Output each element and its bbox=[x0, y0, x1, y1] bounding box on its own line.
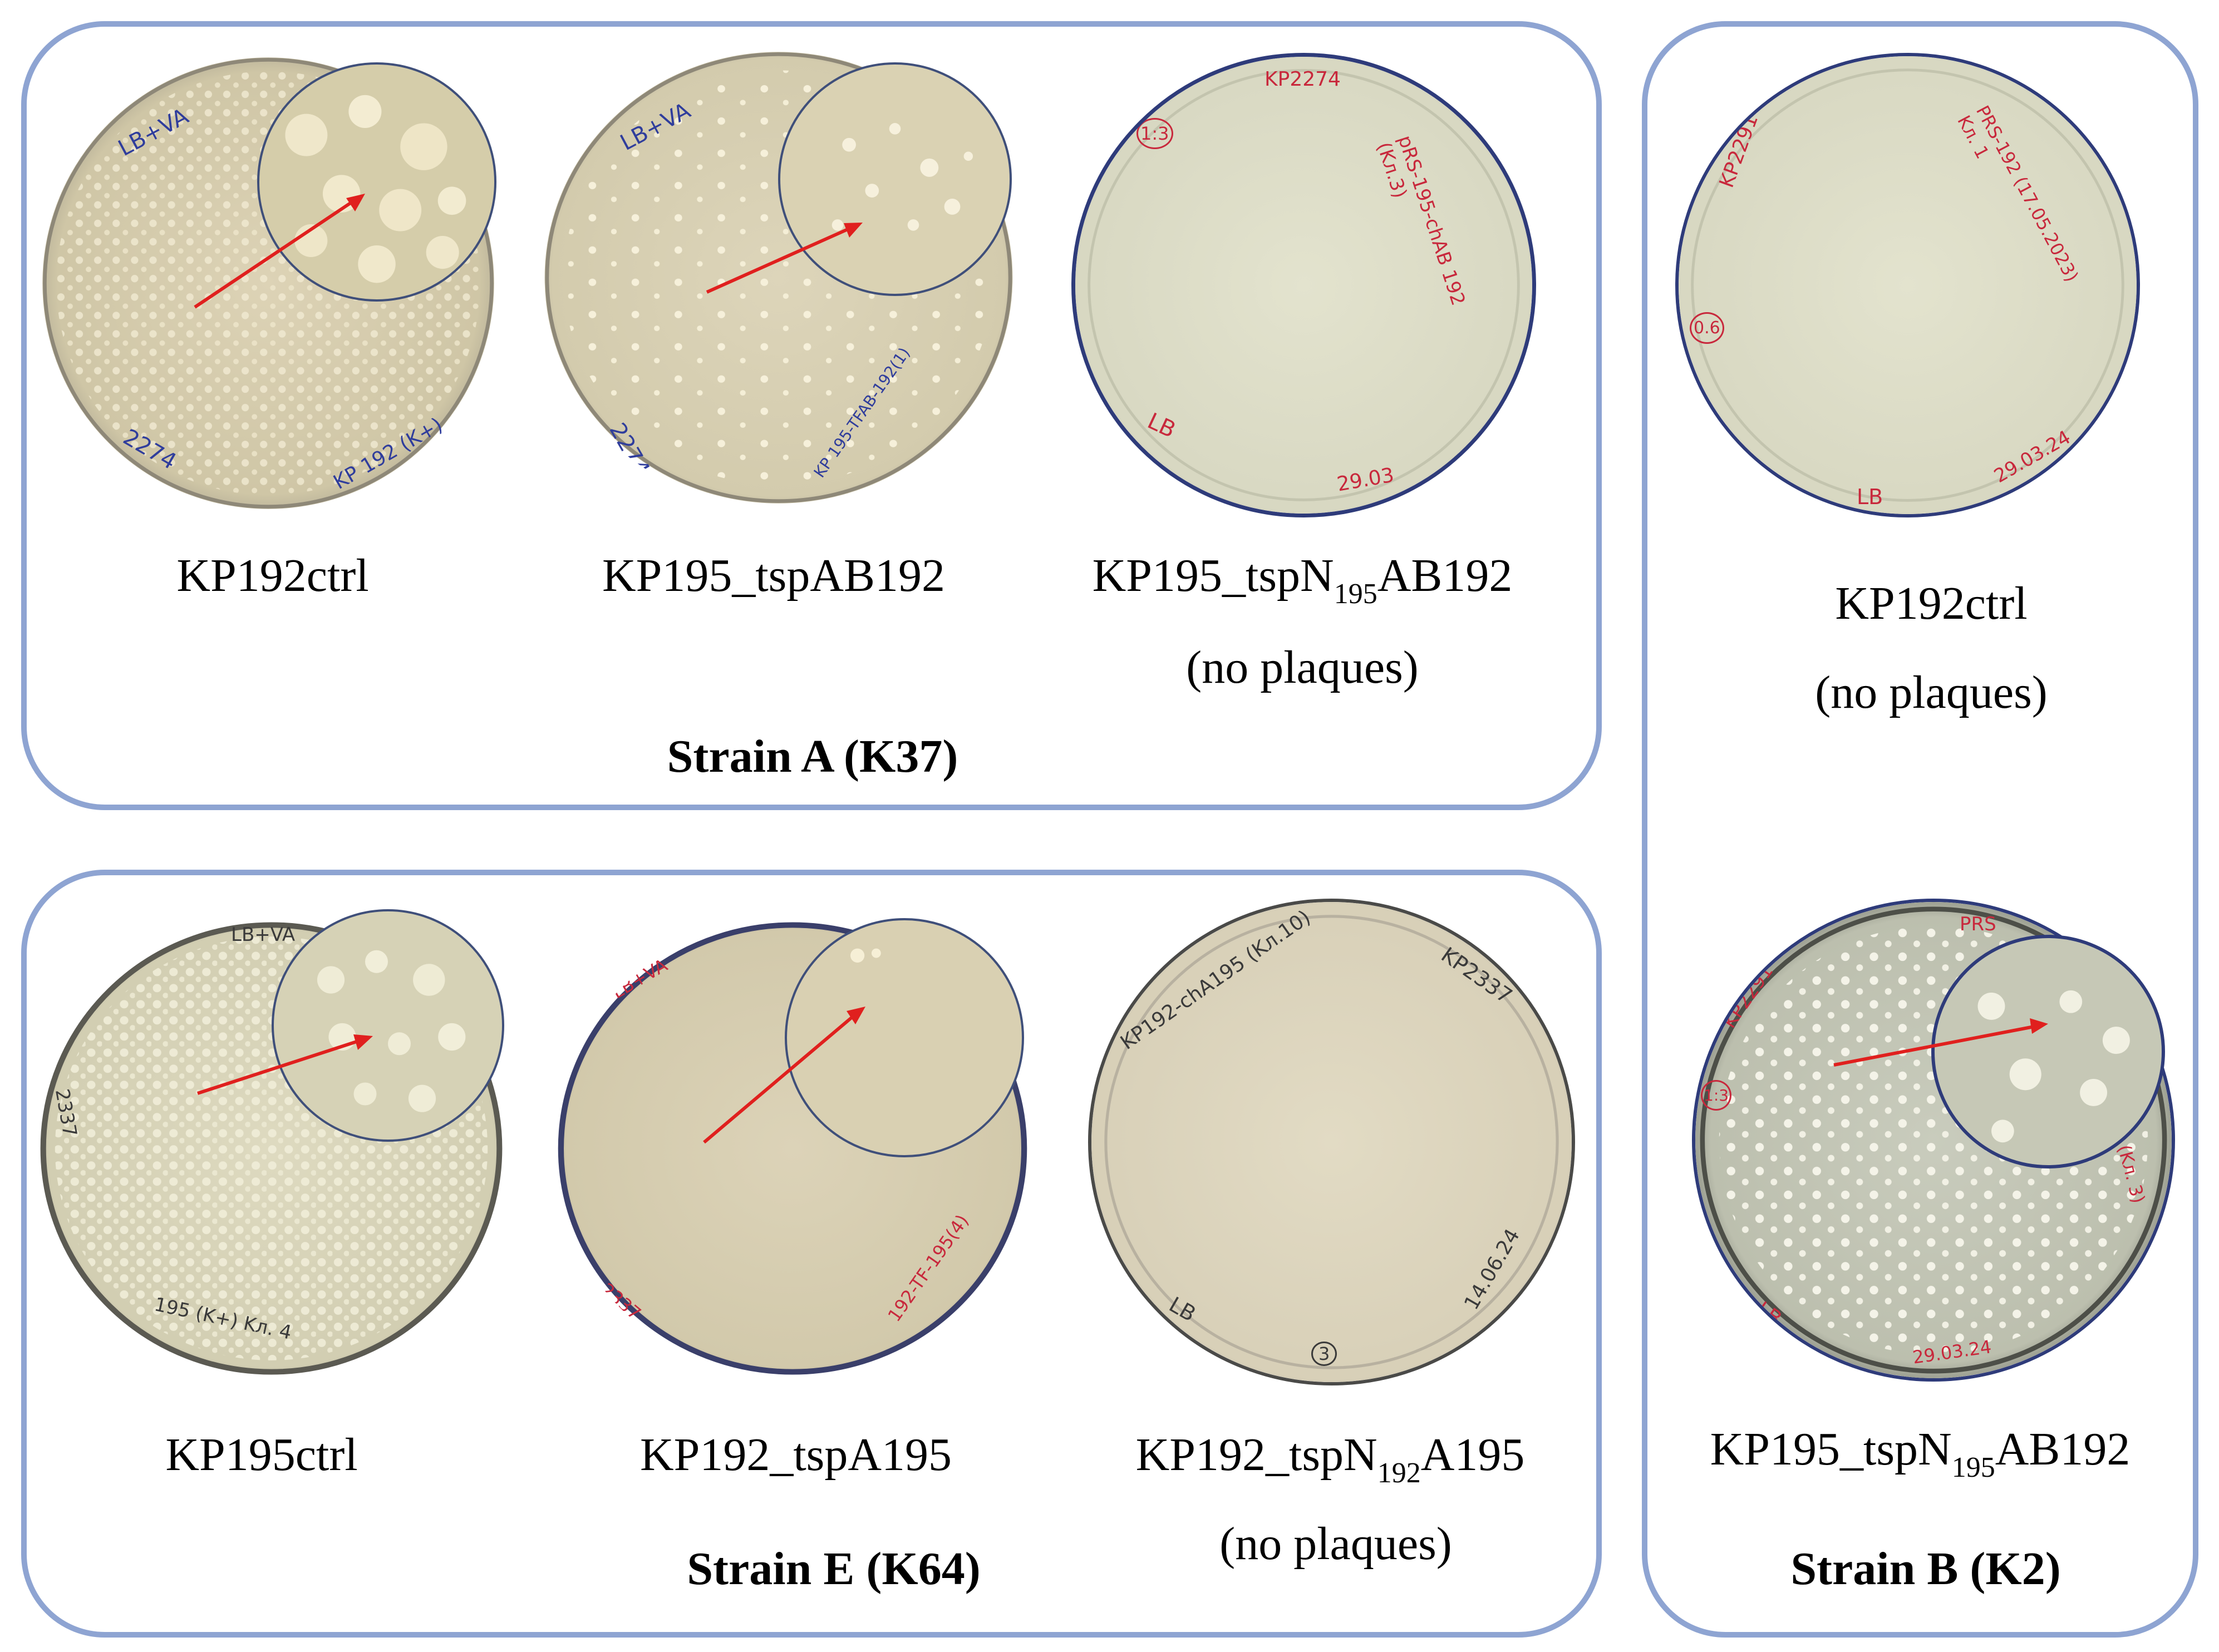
zoom-inset-a1 bbox=[257, 62, 496, 302]
plate-a3-image: KP2274 1:3 pRS-195-chAB 192 (Kл.3) LB 29… bbox=[1071, 53, 1536, 517]
plate-a3-drawing bbox=[1075, 57, 1532, 514]
caption-e2: KP192_tspA195 bbox=[639, 1429, 952, 1481]
plate-label: 3 bbox=[1311, 1342, 1337, 1366]
plate-b1-image: KP2291 PRS-192 (17.05.2023) Kл. 1 0.6 LB… bbox=[1675, 53, 2140, 517]
arrow-a1 bbox=[194, 194, 365, 309]
caption-b2-main: KP195_tspN bbox=[1710, 1423, 1952, 1475]
caption-b2-sub: 195 bbox=[1951, 1452, 1995, 1483]
plate-label: PRS bbox=[1960, 913, 1996, 935]
plate-e3-image: KP192-chA195 (Kл.10) KP2337 LB 3 14.06.2… bbox=[1088, 899, 1575, 1385]
zoom-inset-e1-drawing bbox=[317, 950, 466, 1112]
caption-a3-sub: 195 bbox=[1334, 578, 1377, 610]
panel-strain-b bbox=[1642, 21, 2198, 1638]
plate-e3-drawing bbox=[1091, 902, 1572, 1382]
plate-label: 1:3 bbox=[1136, 118, 1173, 149]
plate-label: LB bbox=[1857, 485, 1883, 509]
caption-e3: KP192_tspN192A195 bbox=[1074, 1429, 1586, 1488]
strain-e-title: Strain E (K64) bbox=[687, 1543, 981, 1595]
zoom-inset-e2 bbox=[785, 918, 1024, 1157]
panel-strain-a bbox=[21, 21, 1602, 810]
caption-a3-main: KP195_tspN bbox=[1092, 550, 1334, 601]
caption-e1: KP195ctrl bbox=[165, 1429, 358, 1481]
arrow-e2 bbox=[703, 1007, 865, 1144]
caption-b2: KP195_tspN195AB192 bbox=[1664, 1423, 2176, 1482]
plate-label: 1:3 bbox=[1701, 1080, 1732, 1111]
caption-a3: KP195_tspN195AB192 bbox=[1046, 550, 1558, 609]
caption-a2: KP195_tspAB192 bbox=[602, 550, 946, 601]
zoom-inset-a2-drawing bbox=[831, 123, 973, 231]
caption-a3-end: AB192 bbox=[1377, 550, 1513, 601]
plate-label: 0.6 bbox=[1690, 312, 1724, 344]
note-a3: (no plaques) bbox=[1186, 642, 1419, 693]
panel-strain-e bbox=[21, 870, 1602, 1638]
plate-label: KP2274 bbox=[1265, 68, 1341, 91]
zoom-inset-a1-drawing bbox=[285, 95, 466, 283]
note-e3: (no plaques) bbox=[1219, 1518, 1452, 1570]
caption-e3-main: KP192_tspN bbox=[1135, 1429, 1377, 1481]
zoom-inset-e1 bbox=[272, 909, 504, 1142]
strain-a-title: Strain A (K37) bbox=[667, 731, 958, 782]
caption-a1: KP192ctrl bbox=[176, 550, 369, 601]
note-b1: (no plaques) bbox=[1815, 667, 2048, 718]
zoom-inset-a2 bbox=[778, 62, 1012, 296]
zoom-inset-b2-drawing bbox=[1977, 990, 2130, 1143]
caption-b1: KP192ctrl bbox=[1835, 578, 2028, 629]
arrow-a2 bbox=[706, 223, 863, 294]
arrow-b2 bbox=[1833, 1018, 2048, 1067]
plate-label: LB+VA bbox=[231, 924, 296, 946]
caption-e3-end: A195 bbox=[1420, 1429, 1525, 1481]
strain-b-title: Strain B (K2) bbox=[1790, 1543, 2061, 1595]
caption-b2-end: AB192 bbox=[1995, 1423, 2131, 1475]
plate-b1-drawing bbox=[1679, 56, 2137, 514]
zoom-inset-b2 bbox=[1931, 935, 2165, 1168]
arrow-e1 bbox=[197, 1034, 373, 1095]
zoom-inset-e2-drawing bbox=[850, 948, 881, 963]
caption-e3-sub: 192 bbox=[1377, 1457, 1421, 1489]
